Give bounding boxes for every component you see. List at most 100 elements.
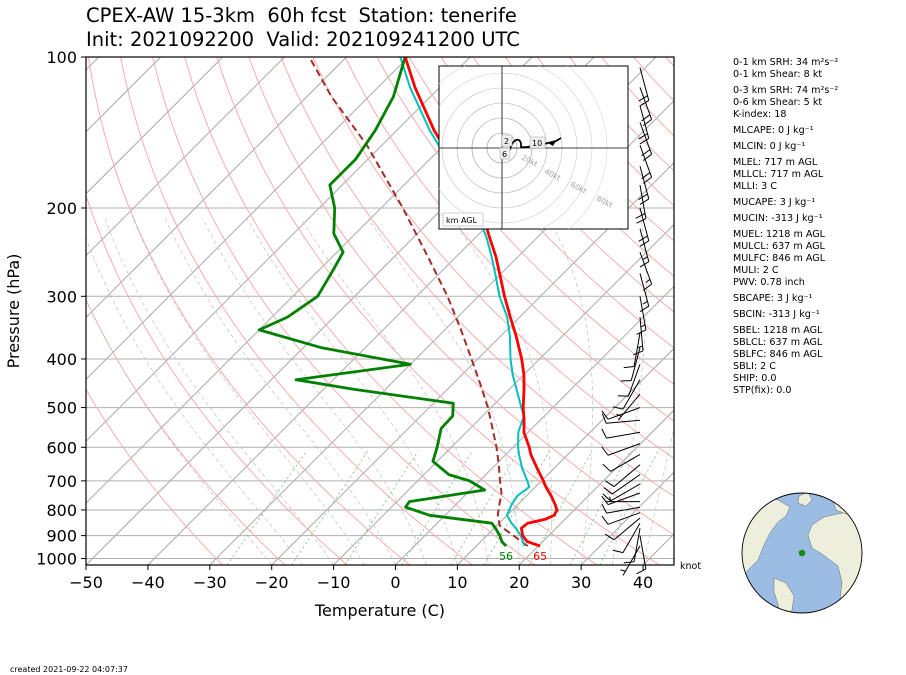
wind-barb-staff (622, 522, 641, 553)
wind-barb-staff (606, 419, 641, 424)
sounding-index-line: MULFC: 846 m AGL (733, 253, 826, 264)
wind-barb-flag (602, 493, 611, 502)
y-tick-label: 700 (46, 472, 77, 491)
wind-barb-staff (607, 492, 641, 506)
dry-adiabat-line (248, 57, 674, 536)
mixing-ratio-line (401, 450, 473, 565)
wind-barb-staff (639, 207, 650, 241)
sounding-index-line: 0-6 km Shear: 5 kt (733, 97, 823, 108)
wind-barb-staff (607, 512, 641, 525)
wind-barb-flag (612, 549, 624, 554)
wind-barb-column (601, 67, 653, 576)
wind-barb (639, 145, 653, 184)
wind-barb-staff (639, 67, 650, 101)
wind-barb-flag (636, 218, 647, 224)
sounding-index-line: SBCAPE: 3 J kg⁻¹ (733, 293, 813, 304)
wind-barb-staff (611, 474, 641, 495)
y-tick-label: 800 (46, 501, 77, 520)
wind-barb-flag (639, 100, 650, 107)
y-tick-label: 300 (46, 287, 77, 306)
wind-barb-staff (639, 252, 653, 285)
sounding-index-line: K-index: 18 (733, 109, 787, 120)
wind-barb (639, 122, 653, 161)
dry-adiabat-line (86, 388, 223, 565)
wind-barb (639, 252, 653, 291)
sounding-index-line: 0-1 km SRH: 34 m²s⁻² (733, 57, 839, 68)
wind-barb (604, 464, 641, 487)
dry-adiabat-line (344, 57, 674, 422)
wind-barb (633, 317, 644, 356)
wind-barb-half-flag (642, 256, 648, 260)
wind-barb-staff (613, 464, 641, 487)
wind-barb (638, 67, 650, 107)
wind-barb-staff (622, 379, 641, 410)
wind-barb (601, 443, 641, 456)
sounding-index-line: MLCAPE: 0 J kg⁻¹ (733, 125, 814, 136)
wind-barb-flag (604, 480, 615, 487)
wind-barb (639, 87, 653, 127)
wind-barb-flag (601, 446, 609, 456)
wind-barb-flag (639, 261, 650, 268)
moist-adiabat-line (104, 218, 334, 565)
wind-barb (601, 413, 641, 424)
isotherm-line (333, 223, 674, 565)
sounding-index-line: SBLI: 2 C (733, 361, 776, 372)
wind-barb (612, 522, 641, 554)
wind-barb-staff (610, 454, 641, 472)
wind-barb-flag (641, 114, 651, 122)
wind-barb-flag (601, 410, 609, 420)
moist-adiabat-line (132, 218, 365, 565)
isotherm-line (86, 57, 409, 381)
wind-barb-staff (639, 105, 650, 139)
wind-barb-staff (607, 443, 641, 456)
thermo-grid-lines (86, 57, 674, 565)
created-timestamp: created 2021-09-22 04:07:37 (10, 665, 128, 674)
wind-barb (620, 347, 641, 382)
hodograph-inset: 20kt 40kt 60kt 80kt 2 6 10 km AGL (438, 65, 629, 230)
moist-adiabat-line (642, 426, 674, 565)
isotherm-line (395, 285, 674, 565)
sounding-index-line: SHIP: 0.0 (733, 373, 777, 384)
x-tick-label: 10 (447, 573, 467, 592)
chart-title-line-2: Init: 2021092200 Valid: 202109241200 UTC (86, 28, 520, 51)
dewpoint-profile-line (257, 57, 508, 547)
wind-barb-flag (602, 463, 611, 472)
sounding-index-line: SBLFC: 846 m AGL (733, 349, 823, 360)
sounding-index-line: 0-3 km SRH: 74 m²s⁻² (733, 85, 839, 96)
dry-adiabat-line (472, 57, 674, 277)
sounding-index-line: MLEL: 717 m AGL (733, 157, 818, 168)
wind-barb-flag (636, 568, 647, 575)
wind-barb-flag (639, 305, 650, 313)
x-tick-label: −10 (317, 573, 351, 592)
sounding-indices-panel: 0-1 km SRH: 34 m²s⁻² 0-1 km Shear: 8 kt 0-… (733, 57, 903, 397)
wind-barb-flag (633, 350, 644, 356)
sounding-index-line: MLLI: 3 C (733, 181, 777, 192)
wind-barb-flag (603, 487, 613, 495)
wind-barb (602, 483, 641, 502)
wind-barb-half-flag (640, 324, 646, 328)
locator-globe (741, 492, 863, 614)
wind-barb (636, 535, 647, 575)
wind-barb-flag (636, 329, 647, 335)
wind-barb-half-flag (620, 569, 626, 572)
wind-barb-flag (623, 561, 635, 564)
moist-adiabat-line (202, 218, 427, 565)
parcel-profile-line (308, 57, 529, 547)
wind-barb (604, 517, 641, 541)
wind-barb (623, 332, 641, 369)
dry-adiabat-line (280, 57, 674, 497)
x-tick-label: −20 (255, 573, 289, 592)
wind-barb-half-flag (616, 413, 622, 417)
wind-barb (639, 228, 650, 268)
y-tick-label: 100 (46, 48, 77, 67)
mixing-ratio-line (528, 450, 593, 565)
dry-adiabat-line (440, 57, 674, 313)
dry-adiabat-line (88, 57, 411, 565)
wind-barb-flag (601, 495, 609, 505)
wind-barb (602, 454, 641, 472)
wind-barb-flag (642, 283, 652, 291)
wind-barb-staff (622, 545, 641, 576)
wind-barb (601, 512, 641, 525)
mixing-ratio-line (226, 450, 308, 565)
